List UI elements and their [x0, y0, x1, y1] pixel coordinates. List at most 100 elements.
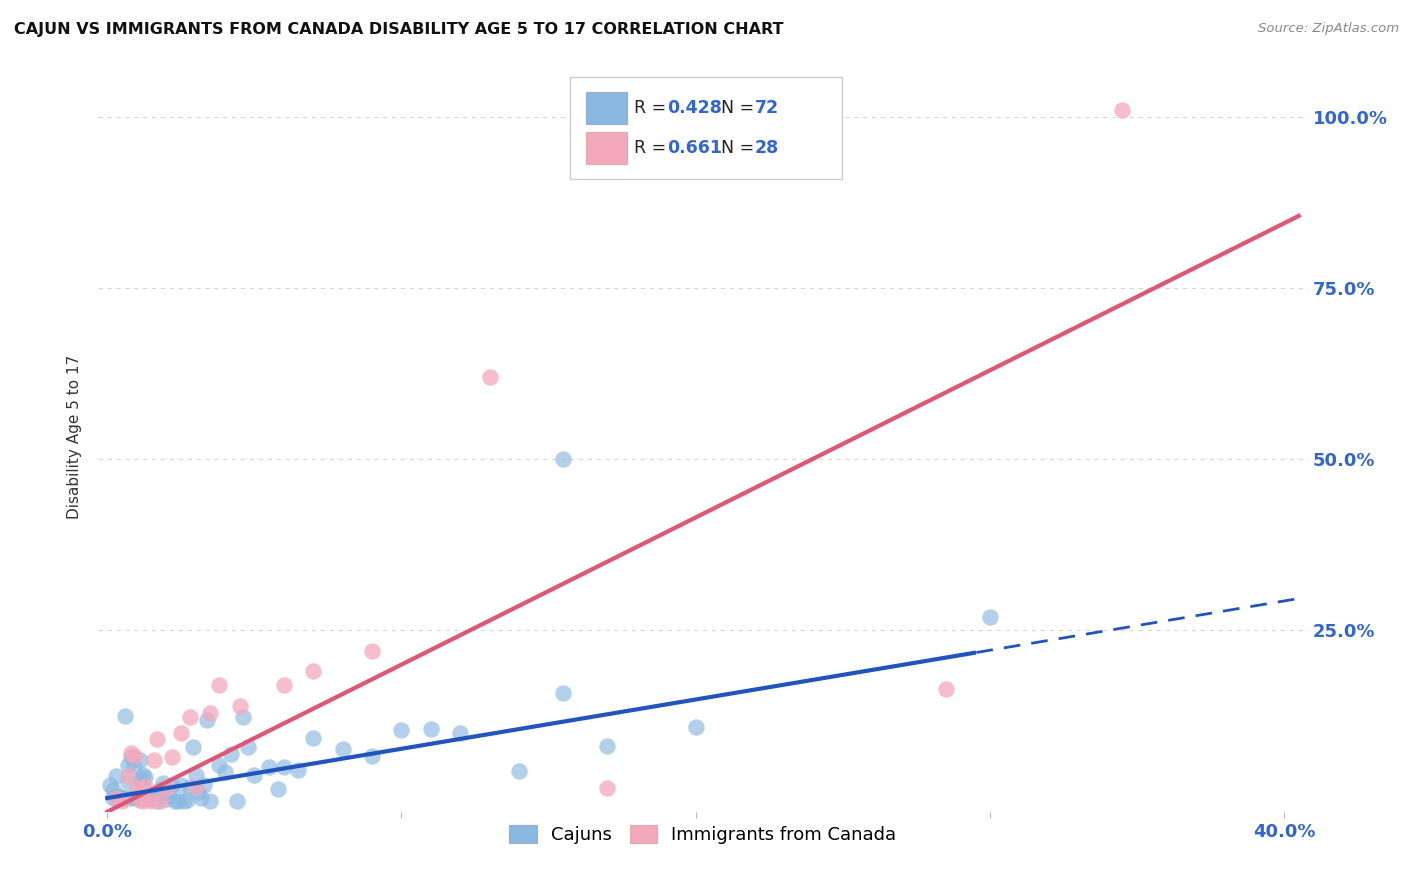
Point: [200, 794, 222, 808]
Point: [141, 791, 163, 805]
Point: [170, 726, 193, 740]
Point: [200, 706, 222, 720]
Point: [267, 782, 290, 797]
Text: Source: ZipAtlas.com: Source: ZipAtlas.com: [1258, 22, 1399, 36]
Point: [391, 723, 413, 738]
Point: [553, 452, 575, 467]
Point: [478, 370, 501, 384]
Point: [138, 791, 160, 805]
Point: [184, 767, 207, 781]
Point: [120, 791, 142, 805]
Point: [146, 732, 169, 747]
Point: [187, 785, 209, 799]
Point: [105, 791, 128, 805]
Point: [214, 764, 236, 779]
Point: [117, 774, 139, 789]
Point: [98, 778, 121, 792]
Point: [287, 763, 309, 777]
Point: [160, 750, 183, 764]
Point: [125, 780, 148, 795]
Point: [273, 678, 295, 692]
Point: [195, 713, 218, 727]
Point: [146, 794, 169, 808]
Point: [179, 780, 201, 794]
Point: [131, 767, 153, 781]
Point: [302, 665, 325, 679]
Text: 72: 72: [755, 99, 779, 117]
Point: [143, 791, 166, 805]
Text: R =: R =: [634, 99, 672, 117]
Point: [134, 770, 156, 784]
Point: [257, 759, 280, 773]
Point: [685, 720, 707, 734]
Point: [108, 791, 131, 805]
Point: [105, 769, 128, 783]
Point: [179, 709, 201, 723]
Point: [155, 780, 177, 795]
Text: 28: 28: [755, 139, 779, 157]
Text: CAJUN VS IMMIGRANTS FROM CANADA DISABILITY AGE 5 TO 17 CORRELATION CHART: CAJUN VS IMMIGRANTS FROM CANADA DISABILI…: [14, 22, 783, 37]
Point: [101, 791, 124, 805]
Point: [128, 793, 150, 807]
Point: [190, 791, 212, 805]
Point: [131, 781, 153, 796]
Point: [134, 791, 156, 805]
Point: [419, 722, 441, 736]
Point: [155, 791, 177, 805]
Point: [232, 710, 254, 724]
Point: [125, 791, 148, 805]
Point: [225, 794, 247, 808]
Point: [108, 789, 131, 803]
Point: [117, 757, 139, 772]
FancyBboxPatch shape: [586, 132, 627, 163]
Point: [157, 788, 180, 802]
Point: [361, 644, 384, 658]
Point: [219, 747, 242, 761]
Point: [302, 731, 325, 745]
Point: [184, 780, 207, 794]
Text: 0.428: 0.428: [666, 99, 721, 117]
Point: [160, 778, 183, 792]
Text: R =: R =: [634, 139, 672, 157]
Point: [134, 780, 156, 794]
Point: [449, 726, 471, 740]
Point: [193, 778, 215, 792]
Point: [208, 757, 231, 772]
Point: [111, 794, 134, 808]
Point: [173, 794, 195, 808]
Point: [935, 681, 957, 696]
Point: [131, 794, 153, 808]
Point: [152, 776, 174, 790]
Point: [166, 794, 188, 808]
Point: [238, 739, 260, 754]
Point: [117, 769, 139, 783]
Point: [143, 753, 166, 767]
Point: [111, 791, 134, 805]
Point: [122, 748, 145, 763]
Point: [120, 746, 142, 760]
Text: N =: N =: [721, 99, 759, 117]
Point: [122, 759, 145, 773]
Point: [170, 778, 193, 792]
Point: [553, 686, 575, 700]
Point: [228, 698, 250, 713]
Point: [176, 793, 198, 807]
Point: [128, 772, 150, 786]
Point: [181, 740, 204, 755]
Y-axis label: Disability Age 5 to 17: Disability Age 5 to 17: [67, 355, 83, 519]
Point: [332, 741, 354, 756]
Point: [141, 794, 163, 808]
Point: [138, 791, 160, 805]
Text: 0.661: 0.661: [666, 139, 721, 157]
Point: [163, 794, 186, 808]
Point: [1111, 103, 1133, 118]
Point: [114, 709, 136, 723]
Legend: Cajuns, Immigrants from Canada: Cajuns, Immigrants from Canada: [502, 818, 904, 851]
FancyBboxPatch shape: [586, 93, 627, 124]
Point: [596, 739, 619, 754]
Point: [105, 791, 128, 805]
Point: [361, 749, 384, 764]
Text: N =: N =: [721, 139, 759, 157]
FancyBboxPatch shape: [569, 78, 842, 178]
Point: [508, 764, 530, 778]
